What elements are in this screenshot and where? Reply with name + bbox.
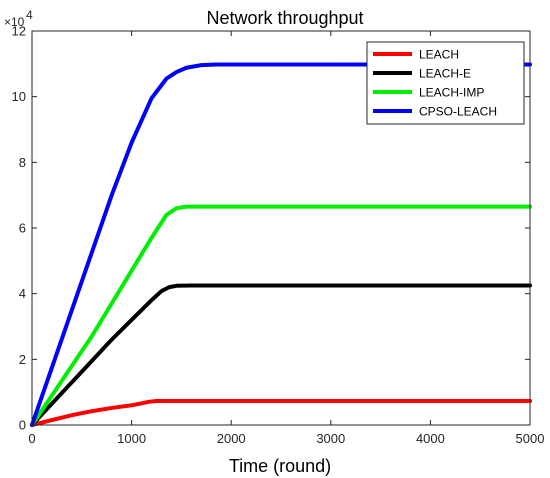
y-exponent-power: 4 xyxy=(26,8,33,22)
y-tick-label: 0 xyxy=(19,418,26,433)
chart-title: Network throughput xyxy=(206,8,363,28)
x-tick-label: 4000 xyxy=(416,431,445,446)
legend-label: LEACH-IMP xyxy=(419,86,484,100)
series-line-leach-imp xyxy=(30,204,532,427)
y-exponent-label: ×10 4 xyxy=(4,8,33,29)
legend-label: LEACH-E xyxy=(419,67,471,81)
y-tick-label: 12 xyxy=(12,24,26,39)
series-line-leach xyxy=(30,399,532,427)
tick-labels: 0 1000 2000 3000 4000 5000 0 2 4 6 8 10 12 xyxy=(12,24,545,447)
x-axis-title: Time (round) xyxy=(229,456,331,476)
y-tick-label: 6 xyxy=(19,221,26,236)
x-tick-label: 3000 xyxy=(316,431,345,446)
y-tick-label: 4 xyxy=(19,286,26,301)
series-line-leach-e xyxy=(30,283,532,427)
x-tick-label: 5000 xyxy=(516,431,545,446)
x-tick-label: 0 xyxy=(28,431,35,446)
y-tick-label: 2 xyxy=(19,352,26,367)
x-tick-label: 2000 xyxy=(217,431,246,446)
series-group xyxy=(30,62,532,427)
y-tick-label: 8 xyxy=(19,155,26,170)
legend-label: LEACH xyxy=(419,48,459,62)
x-tick-label: 1000 xyxy=(117,431,146,446)
legend: LEACH LEACH-E LEACH-IMP CPSO-LEACH xyxy=(366,41,525,125)
series-line-cpso-leach xyxy=(30,62,532,427)
y-tick-label: 10 xyxy=(12,89,26,104)
y-exponent-base: ×10 xyxy=(4,15,25,29)
legend-label: CPSO-LEACH xyxy=(419,105,497,119)
